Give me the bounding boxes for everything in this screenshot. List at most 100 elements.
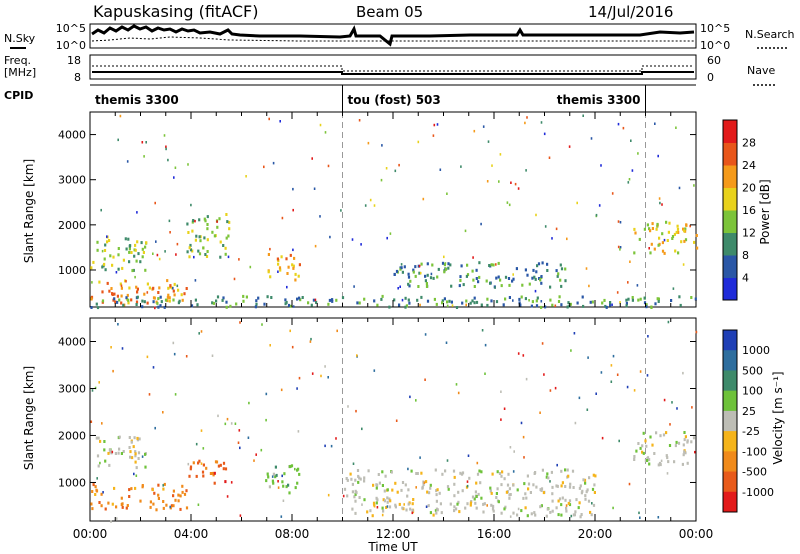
range-cell — [144, 452, 147, 456]
y-tick-label: 4000 — [58, 335, 86, 348]
range-cell — [657, 154, 659, 158]
range-cell — [585, 490, 588, 494]
range-cell — [327, 376, 329, 379]
range-cell — [226, 220, 229, 224]
range-cell — [540, 489, 543, 492]
range-cell — [513, 450, 515, 453]
range-cell — [226, 495, 229, 498]
beam-title: Beam 05 — [356, 3, 423, 21]
range-cell — [426, 299, 430, 303]
range-cell — [255, 299, 258, 303]
range-cell — [358, 496, 361, 499]
range-cell — [435, 302, 438, 306]
range-cell — [281, 480, 284, 484]
range-cell — [204, 219, 207, 223]
range-cell — [186, 250, 189, 254]
range-cell — [121, 347, 124, 350]
range-cell — [125, 247, 128, 251]
range-cell — [227, 255, 230, 259]
range-cell — [540, 305, 543, 309]
range-cell — [265, 392, 268, 396]
range-cell — [540, 281, 543, 285]
range-cell — [475, 506, 478, 510]
range-cell — [578, 396, 581, 400]
range-cell — [461, 489, 464, 493]
range-cell — [546, 269, 549, 272]
range-cell — [195, 442, 198, 446]
range-cell — [503, 477, 506, 481]
range-cell — [512, 277, 515, 281]
range-cell — [294, 272, 297, 276]
range-cell — [625, 298, 628, 302]
range-cell — [141, 141, 144, 144]
range-cell — [564, 468, 567, 472]
range-cell — [436, 123, 439, 126]
range-cell — [478, 469, 481, 473]
range-cell — [121, 505, 124, 509]
range-cell — [225, 213, 228, 216]
range-cell — [354, 492, 357, 496]
range-cell — [568, 499, 572, 503]
range-cell — [439, 502, 442, 506]
x-tick-label: 12:00 — [376, 527, 411, 541]
range-cell — [311, 157, 313, 160]
range-cell — [509, 515, 512, 518]
range-cell — [508, 203, 511, 207]
range-cell — [188, 246, 191, 250]
range-cell — [582, 304, 585, 308]
range-cell — [233, 277, 236, 281]
range-cell — [558, 295, 561, 299]
range-cell — [124, 237, 127, 241]
range-cell — [495, 276, 498, 280]
range-cell — [491, 164, 493, 167]
range-cell — [101, 299, 105, 303]
range-cell — [324, 131, 327, 134]
range-cell — [455, 383, 458, 386]
range-cell — [185, 506, 189, 510]
range-cell — [125, 506, 128, 510]
range-cell — [292, 305, 295, 308]
range-cell — [94, 493, 97, 496]
range-cell — [206, 238, 209, 242]
range-cell — [152, 252, 154, 255]
range-cell — [157, 497, 160, 500]
range-cell — [641, 444, 644, 448]
range-cell — [655, 227, 658, 231]
range-cell — [225, 300, 228, 304]
range-cell — [92, 260, 95, 264]
range-cell — [480, 470, 483, 474]
range-cell — [357, 480, 360, 484]
range-cell — [90, 306, 93, 309]
range-cell — [292, 208, 294, 212]
range-cell — [212, 473, 215, 477]
range-cell — [535, 304, 539, 308]
range-cell — [545, 475, 548, 479]
range-cell — [128, 495, 131, 498]
range-cell — [134, 450, 137, 454]
range-cell — [90, 420, 93, 423]
range-cell — [119, 282, 122, 286]
range-cell — [541, 342, 544, 345]
range-cell — [111, 450, 114, 454]
range-cell — [673, 460, 676, 464]
nsearch-tick-top: 10^5 — [700, 22, 730, 35]
range-cell — [594, 474, 597, 478]
range-cell — [248, 401, 250, 405]
range-cell — [335, 298, 338, 302]
range-cell — [535, 299, 538, 303]
range-cell — [349, 472, 352, 476]
range-cell — [466, 502, 469, 506]
range-cell — [654, 122, 656, 125]
range-cell — [476, 461, 479, 465]
range-cell — [414, 274, 417, 278]
range-cell — [644, 459, 647, 463]
range-cell — [153, 491, 156, 495]
range-cell — [683, 438, 686, 442]
range-cell — [292, 248, 294, 252]
range-cell — [224, 467, 228, 471]
range-cell — [549, 510, 552, 514]
range-cell — [671, 235, 675, 238]
range-cell — [128, 250, 131, 254]
range-cell — [390, 470, 393, 474]
range-cell — [122, 450, 125, 453]
